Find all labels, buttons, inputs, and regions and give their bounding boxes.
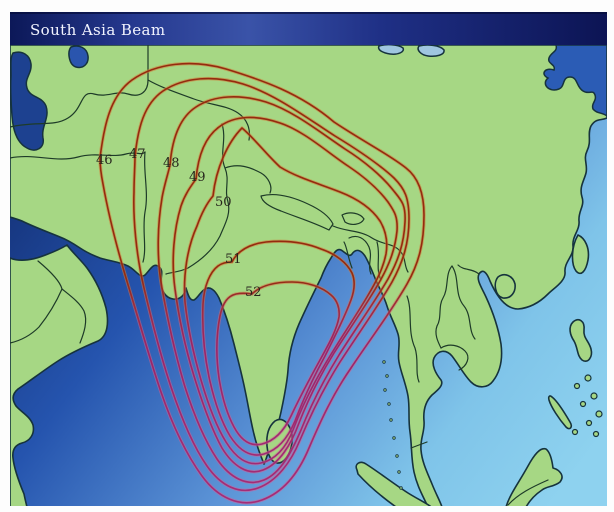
border-cambodia (440, 344, 469, 371)
contour-label-49: 49 (189, 170, 206, 185)
island-palawan (547, 395, 573, 430)
islands-andaman-nicobar (382, 360, 403, 490)
contour-label-50: 50 (215, 195, 232, 210)
border-central-asia-west (10, 45, 149, 128)
contour-label-48: 48 (163, 156, 180, 171)
island-hainan (494, 274, 516, 299)
lake-west (377, 45, 405, 55)
contour-label-46: 46 (96, 153, 113, 168)
border-bhutan (341, 212, 365, 225)
border-iran-afghan (142, 151, 148, 263)
border-thailand-malaysia (410, 441, 428, 449)
border-central-asia-east (147, 79, 251, 141)
border-india-burma (376, 241, 382, 281)
border-nepal (260, 193, 334, 231)
bohai-yellow-sea (543, 45, 607, 117)
landmass-asia-mainland (10, 45, 607, 506)
page-title: South Asia Beam (30, 21, 166, 39)
border-burma-thailand (406, 295, 420, 383)
contour-label-52: 52 (245, 285, 262, 300)
map-area: 46 47 48 49 50 51 52 (10, 45, 607, 506)
lake-east (417, 45, 445, 57)
border-borneo (507, 479, 549, 506)
border-vietnam-china (457, 264, 480, 275)
title-bar: South Asia Beam (10, 12, 607, 45)
border-laos-thailand (435, 265, 453, 349)
island-luzon (569, 319, 593, 362)
country-borders (10, 45, 549, 506)
border-oman-saudi (10, 260, 63, 344)
contour-label-47: 47 (129, 147, 146, 162)
aral-sea (68, 45, 89, 69)
border-bangladesh (343, 235, 372, 275)
island-borneo (505, 447, 563, 506)
title-bar-background (10, 12, 607, 45)
title-bar-top-edge (10, 12, 607, 14)
border-laos-vietnam (451, 265, 476, 340)
island-taiwan (571, 234, 590, 275)
island-sumatra (355, 461, 432, 506)
contour-labels: 46 47 48 49 50 51 52 (96, 147, 262, 300)
border-oman-uae (61, 288, 87, 344)
border-kashmir-east (224, 165, 272, 194)
contour-label-51: 51 (225, 252, 242, 267)
islands-philippines (571, 374, 603, 438)
